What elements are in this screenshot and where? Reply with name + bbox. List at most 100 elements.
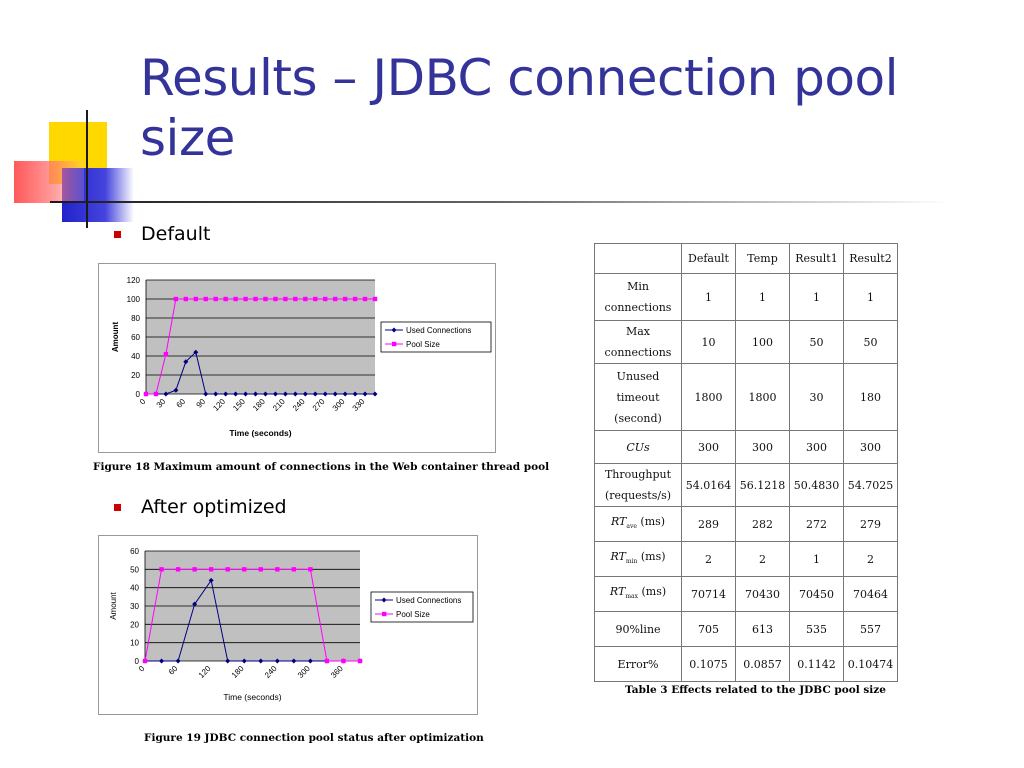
- table-cell: 1: [735, 273, 790, 321]
- table-cell: 300: [843, 430, 898, 464]
- x-axis-label: Time (seconds): [229, 428, 291, 438]
- data-point: [163, 391, 169, 397]
- bullet-default: Default: [114, 223, 210, 245]
- table-row-label: Max connections: [594, 320, 682, 364]
- table-row-label: Throughput (requests/s): [594, 463, 682, 507]
- x-tick-label: 330: [351, 397, 367, 413]
- table-cell: 0.1075: [681, 646, 736, 682]
- data-point: [275, 567, 280, 572]
- data-point: [173, 296, 179, 302]
- table-row-label: RTmax (ms): [594, 576, 682, 612]
- y-tick-label: 10: [130, 639, 139, 648]
- row-label-unit: (ms): [637, 549, 666, 563]
- data-point: [283, 296, 288, 302]
- x-tick-label: 210: [271, 397, 287, 413]
- table-cell: 70464: [843, 576, 898, 612]
- row-label-subscript: min: [625, 558, 638, 566]
- y-tick-label: 20: [131, 371, 140, 380]
- y-tick-label: 40: [131, 352, 140, 361]
- data-point: [193, 349, 199, 355]
- bullet-after-optimized: After optimized: [114, 496, 287, 518]
- table-row-label: Unused timeout (second): [594, 363, 682, 431]
- row-label-line: Min: [627, 280, 649, 293]
- x-axis-label: Time (seconds): [223, 692, 281, 702]
- data-point: [322, 391, 328, 397]
- row-label-subscript: max: [625, 593, 638, 601]
- x-tick-label: 0: [137, 664, 147, 674]
- legend-label: Used Connections: [406, 326, 471, 335]
- row-label-line: Unused: [616, 369, 660, 383]
- table-cell: 1: [843, 273, 898, 321]
- data-point: [352, 296, 358, 302]
- table-cell: 70450: [789, 576, 844, 612]
- data-point: [233, 391, 239, 397]
- data-point: [362, 296, 368, 302]
- table-cell: 279: [843, 506, 898, 542]
- table-cell: 0.10474: [843, 646, 898, 682]
- table-cell: 282: [735, 506, 790, 542]
- data-point: [258, 658, 264, 664]
- data-point: [253, 391, 259, 397]
- table-cell: 1: [789, 541, 844, 577]
- table-row-label: RTave (ms): [594, 506, 682, 542]
- y-axis-label: Amount: [109, 591, 118, 619]
- data-point: [142, 658, 148, 664]
- y-tick-label: 80: [131, 314, 140, 323]
- x-tick-label: 180: [251, 397, 267, 413]
- table-row: RTave (ms) 289 282 272 279: [594, 506, 898, 542]
- row-label-line: (requests/s): [604, 489, 672, 502]
- data-point: [332, 296, 338, 302]
- data-point: [292, 391, 298, 397]
- data-point: [223, 296, 228, 302]
- data-point: [242, 567, 247, 572]
- data-point: [341, 658, 346, 664]
- data-point: [302, 391, 308, 397]
- table-cell: 2: [681, 541, 736, 577]
- table-cell: 300: [735, 430, 790, 464]
- data-point: [153, 391, 159, 397]
- data-point: [352, 391, 358, 397]
- data-point: [163, 351, 169, 357]
- data-point: [291, 658, 297, 664]
- data-point: [272, 391, 278, 397]
- row-label-line: timeout: [616, 390, 660, 404]
- bullet-square-icon: [114, 230, 121, 238]
- y-tick-label: 20: [130, 620, 139, 629]
- decor-vertical-line: [86, 110, 88, 228]
- row-label-line: CUs: [626, 440, 650, 454]
- y-tick-label: 60: [131, 333, 140, 342]
- row-label-main: RT: [610, 549, 626, 563]
- x-tick-label: 0: [138, 397, 148, 407]
- table-row-label: 90%line: [594, 611, 682, 647]
- x-tick-label: 360: [329, 664, 345, 680]
- table-header-row: Default Temp Result1 Result2: [594, 243, 898, 274]
- data-point: [258, 567, 263, 572]
- data-point: [291, 567, 297, 572]
- row-label-line: Throughput: [604, 468, 672, 481]
- table-header-cell: Result1: [789, 243, 844, 274]
- data-point: [203, 296, 208, 302]
- table-cell: 272: [789, 506, 844, 542]
- data-point: [213, 296, 218, 302]
- table-cell: 2: [843, 541, 898, 577]
- table-row-label: Min connections: [594, 273, 682, 321]
- data-point: [342, 296, 348, 302]
- x-tick-label: 90: [194, 397, 207, 410]
- x-tick-label: 240: [291, 397, 307, 413]
- row-label-line: (second): [614, 411, 662, 425]
- data-point: [208, 577, 214, 583]
- table-cell: 56.1218: [735, 463, 790, 507]
- x-tick-label: 120: [197, 664, 213, 680]
- data-point: [233, 296, 238, 302]
- data-point: [273, 296, 278, 302]
- data-point: [208, 567, 214, 572]
- table-cell: 1: [681, 273, 736, 321]
- data-point: [225, 658, 231, 664]
- table-row: Throughput (requests/s) 54.0164 56.1218 50.4…: [594, 463, 898, 507]
- table-cell: 289: [681, 506, 736, 542]
- table-cell: 300: [681, 430, 736, 464]
- figure18-caption: Figure 18 Maximum amount of connections …: [93, 461, 550, 473]
- series-line-pool-size: [144, 568, 360, 662]
- legend-box: [380, 321, 492, 353]
